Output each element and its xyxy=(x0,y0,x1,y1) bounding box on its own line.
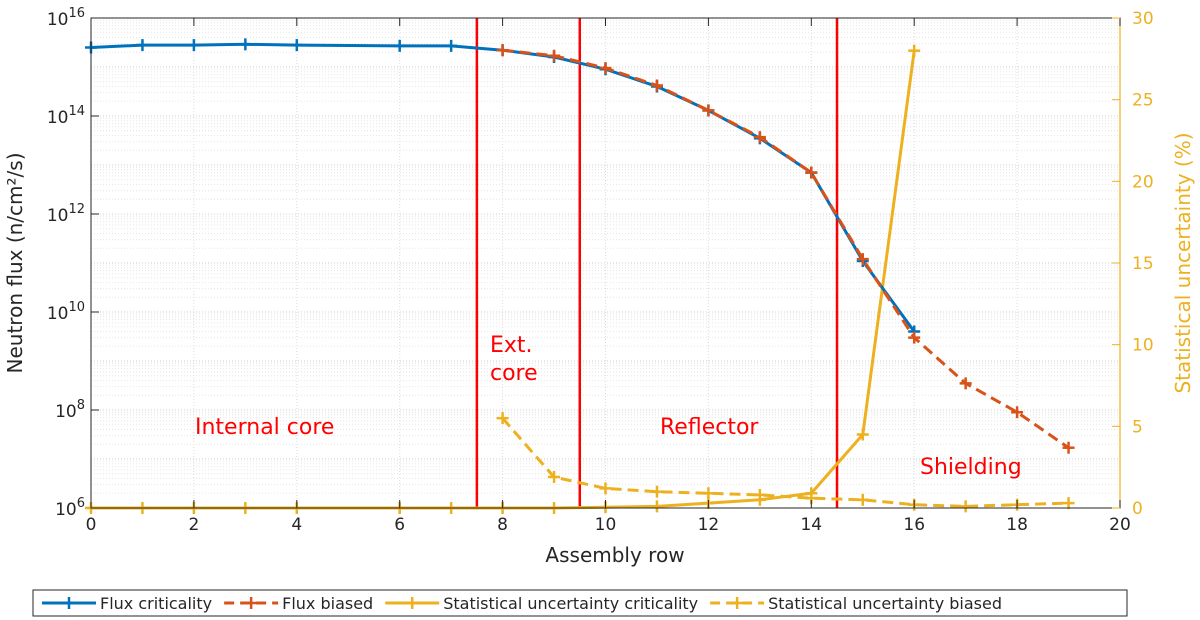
y-right-tick-label: 10 xyxy=(1132,336,1154,356)
data-point xyxy=(753,131,766,144)
x-tick-label: 10 xyxy=(595,515,617,535)
y-right-tick-label: 30 xyxy=(1132,9,1154,29)
legend-item: Statistical uncertainty biased xyxy=(710,594,1002,613)
data-point xyxy=(959,377,972,390)
x-tick-label: 12 xyxy=(698,515,720,535)
data-point xyxy=(599,482,612,495)
legend-label: Statistical uncertainty criticality xyxy=(443,594,698,613)
y-axis-right-label: Statistical uncertainty (%) xyxy=(1171,132,1195,393)
x-axis-label: Assembly row xyxy=(545,543,684,567)
data-point xyxy=(548,470,561,483)
grid-lines xyxy=(91,18,1120,508)
data-point xyxy=(908,44,921,57)
x-tick-label: 16 xyxy=(903,515,925,535)
data-point xyxy=(1062,497,1075,510)
series-line xyxy=(501,417,1069,508)
x-tick-label: 18 xyxy=(1006,515,1028,535)
data-point xyxy=(239,38,252,51)
x-tick-label: 6 xyxy=(394,515,405,535)
x-tick-label: 0 xyxy=(86,515,97,535)
data-point xyxy=(805,166,818,179)
region-label: core xyxy=(490,361,538,386)
y-axis-left-label: Neutron flux (n/cm²/s) xyxy=(3,153,27,374)
data-point xyxy=(548,49,561,62)
data-point xyxy=(599,62,612,75)
data-point xyxy=(496,412,509,425)
x-tick-label: 14 xyxy=(800,515,822,535)
x-tick-label: 8 xyxy=(497,515,508,535)
y-left-tick-label: 1010 xyxy=(47,300,85,324)
y-left-tick-label: 1016 xyxy=(47,6,85,30)
data-point xyxy=(136,39,149,52)
y-right-tick-label: 5 xyxy=(1132,417,1143,437)
axes: 0 2 4 6 8 10 12 14 16 18 2010610810101012101410160… xyxy=(47,6,1154,535)
region-label: Internal core xyxy=(195,415,334,440)
legend: Flux criticality Flux biased Statistical u… xyxy=(32,589,1128,617)
region-label: Reflector xyxy=(660,415,759,440)
data-point xyxy=(1011,406,1024,419)
data-point xyxy=(702,487,715,500)
legend-item: Flux criticality xyxy=(42,594,212,613)
y-left-tick-label: 106 xyxy=(55,496,85,520)
data-point xyxy=(856,428,869,441)
y-right-tick-label: 15 xyxy=(1132,254,1154,274)
legend-label: Flux criticality xyxy=(100,594,212,613)
data-point xyxy=(187,39,200,52)
region-label: Shielding xyxy=(920,455,1022,480)
y-left-tick-label: 1012 xyxy=(47,202,85,226)
y-right-tick-label: 0 xyxy=(1132,499,1143,519)
data-point xyxy=(908,331,921,344)
data-point xyxy=(650,500,663,513)
data-point xyxy=(753,488,766,501)
y-right-tick-label: 20 xyxy=(1132,172,1154,192)
y-left-tick-label: 1014 xyxy=(47,104,85,128)
data-point xyxy=(650,79,663,92)
y-right-tick-label: 25 xyxy=(1132,91,1154,111)
region-boundaries: Internal core Ext. core Reflector Shielding xyxy=(195,18,1022,508)
data-point xyxy=(393,39,406,52)
data-point xyxy=(856,493,869,506)
x-tick-label: 2 xyxy=(188,515,199,535)
x-tick-label: 4 xyxy=(291,515,302,535)
data-point xyxy=(856,253,869,266)
legend-item: Flux biased xyxy=(224,594,373,613)
data-point xyxy=(650,485,663,498)
legend-box xyxy=(32,589,1128,617)
x-tick-label: 20 xyxy=(1109,515,1131,535)
data-point xyxy=(290,39,303,52)
series-line xyxy=(502,48,1070,449)
data-point xyxy=(496,44,509,57)
legend-item: Statistical uncertainty criticality xyxy=(385,594,698,613)
data-point xyxy=(702,104,715,117)
data-point xyxy=(1062,441,1075,454)
data-point xyxy=(959,500,972,513)
series-flux-biased xyxy=(496,44,1075,454)
y-left-tick-label: 108 xyxy=(55,398,85,422)
data-point xyxy=(445,39,458,52)
region-label: Ext. xyxy=(490,333,533,358)
legend-label: Flux biased xyxy=(282,594,373,613)
legend-label: Statistical uncertainty biased xyxy=(768,594,1002,613)
